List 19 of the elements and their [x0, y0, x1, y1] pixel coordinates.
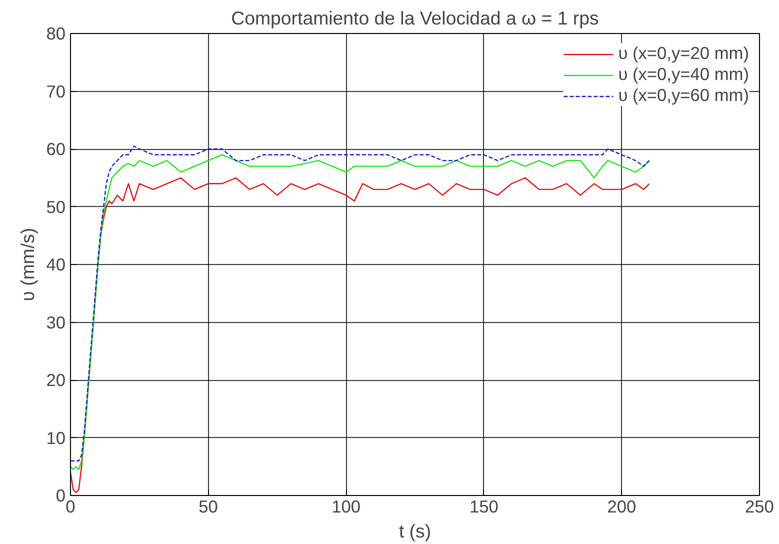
legend-label: υ (x=0,y=40 mm): [618, 64, 749, 85]
x-tick-label: 100: [332, 496, 361, 516]
x-tick-label: 50: [198, 496, 218, 516]
x-tick-label: 200: [607, 496, 636, 516]
y-tick-label: 20: [46, 370, 66, 390]
y-tick-label: 40: [46, 254, 66, 274]
y-axis-title: υ (mm/s): [17, 228, 38, 302]
chart-title: Comportamiento de la Velocidad a ω = 1 rps: [231, 8, 599, 28]
legend-label: υ (x=0,y=60 mm): [618, 85, 749, 106]
y-tick-label: 70: [46, 81, 66, 102]
y-tick-label: 80: [46, 24, 66, 44]
legend-label: υ (x=0,y=20 mm): [618, 43, 749, 64]
y-tick-label: 60: [46, 139, 66, 159]
y-tick-label: 10: [46, 428, 66, 448]
x-tick-label: 250: [745, 496, 774, 516]
y-tick-label: 30: [46, 312, 66, 332]
y-tick-label: 50: [46, 196, 66, 217]
x-tick-label: 150: [469, 496, 498, 516]
x-axis-title: t (s): [398, 520, 432, 542]
